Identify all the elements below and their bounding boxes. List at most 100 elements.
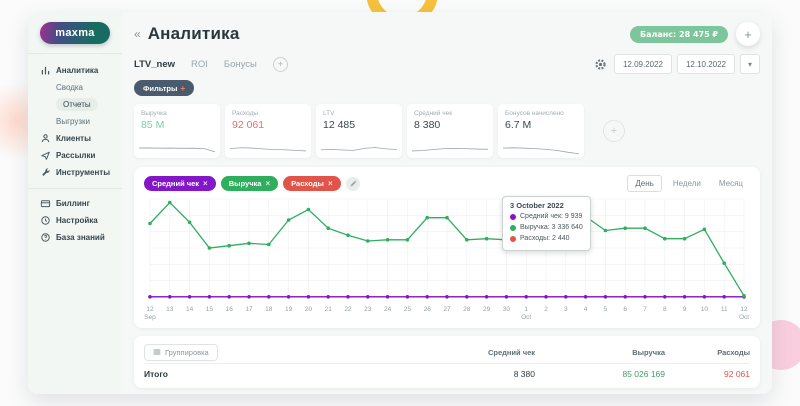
close-icon[interactable]: × — [203, 179, 208, 188]
filters-button[interactable]: Фильтры + — [134, 80, 195, 96]
metric-card-bonuses[interactable]: Бонусов начислено 6.7 М — [498, 104, 584, 158]
legend-chip-avg-check[interactable]: Средний чек × — [144, 176, 216, 191]
svg-text:30: 30 — [503, 306, 511, 313]
report-tabs: LTV_new ROI Бонусы + ▾ — [134, 52, 760, 76]
svg-text:23: 23 — [364, 306, 372, 313]
sidebar: maxma Аналитика Сводка Отчеты Выгрузки К… — [28, 12, 122, 394]
tab-roi[interactable]: ROI — [191, 58, 208, 70]
add-button[interactable]: + — [736, 22, 760, 46]
total-expenses: 92 061 — [724, 369, 750, 379]
period-toggle: День Недели Месяц — [627, 175, 750, 192]
add-tab-button[interactable]: + — [272, 56, 288, 72]
sidebar-item-summary[interactable]: Сводка — [56, 83, 84, 92]
svg-text:6: 6 — [623, 306, 627, 313]
grouping-button[interactable]: Группировка — [144, 343, 218, 361]
svg-text:Oct: Oct — [739, 314, 749, 321]
campaigns-icon — [40, 150, 51, 161]
edit-metrics-button[interactable] — [345, 176, 360, 191]
date-from-input[interactable] — [614, 54, 672, 74]
metrics-row: Выручка 85 М Расходы 92 061 LTV 12 485 С… — [134, 104, 760, 158]
chart-card: Средний чек × Выручка × Расходы × День — [134, 167, 760, 328]
svg-text:16: 16 — [226, 306, 234, 313]
metric-card-avg-check[interactable]: Средний чек 8 380 — [407, 104, 493, 158]
svg-text:11: 11 — [721, 306, 728, 313]
gear-icon[interactable] — [591, 55, 609, 73]
expenses-dot — [510, 236, 516, 243]
close-icon[interactable]: × — [265, 179, 271, 188]
svg-text:14: 14 — [186, 306, 194, 313]
period-week[interactable]: Недели — [672, 179, 701, 188]
billing-icon — [40, 198, 51, 209]
knowledge-icon — [40, 232, 51, 243]
grouping-icon — [153, 349, 161, 355]
add-metric-button[interactable]: + — [603, 120, 625, 142]
sidebar-item-analytics[interactable]: Аналитика — [40, 62, 122, 79]
metric-value: 8 380 — [414, 119, 441, 131]
svg-text:10: 10 — [701, 306, 709, 313]
date-range-dropdown[interactable]: ▾ — [740, 54, 760, 74]
svg-text:Oct: Oct — [521, 314, 531, 321]
sidebar-item-clients[interactable]: Клиенты — [40, 130, 122, 147]
sidebar-item-tools[interactable]: Инструменты — [40, 164, 122, 181]
balance-badge[interactable]: Баланс: 28 475 ₽ — [630, 25, 728, 43]
svg-text:13: 13 — [166, 306, 174, 313]
legend-chip-revenue[interactable]: Выручка × — [220, 176, 279, 191]
chart-legend: Средний чек × Выручка × Расходы × — [144, 176, 360, 191]
revenue-dot — [510, 225, 516, 232]
sparkline — [412, 141, 488, 155]
tab-bonuses[interactable]: Бонусы — [223, 58, 257, 70]
svg-text:18: 18 — [265, 306, 273, 313]
sparkline — [139, 141, 215, 155]
metric-card-ltv[interactable]: LTV 12 485 — [316, 104, 402, 158]
avg-check-dot — [510, 214, 516, 221]
metric-card-expenses[interactable]: Расходы 92 061 — [225, 104, 311, 158]
metric-card-revenue[interactable]: Выручка 85 М — [134, 104, 220, 158]
svg-text:19: 19 — [285, 306, 293, 313]
svg-text:8: 8 — [663, 306, 667, 313]
sidebar-item-exports[interactable]: Выгрузки — [56, 117, 90, 126]
sidebar-item-billing[interactable]: Биллинг — [40, 195, 122, 212]
svg-text:25: 25 — [404, 306, 412, 313]
sidebar-item-reports[interactable]: Отчеты — [40, 96, 122, 113]
page-title: Аналитика — [147, 24, 240, 43]
column-header-revenue: Выручка — [632, 347, 665, 357]
collapse-sidebar-icon[interactable]: « — [134, 27, 141, 41]
svg-text:4: 4 — [584, 306, 588, 313]
total-label: Итого — [144, 369, 168, 379]
clients-icon — [40, 133, 51, 144]
sidebar-item-campaigns[interactable]: Рассылки — [40, 147, 122, 164]
metric-value: 6.7 М — [505, 119, 532, 131]
page-header: « Аналитика Баланс: 28 475 ₽ + — [134, 20, 760, 48]
svg-text:12: 12 — [740, 306, 748, 313]
main-area: « Аналитика Баланс: 28 475 ₽ + LTV_new R… — [122, 12, 772, 394]
maxma-logo[interactable]: maxma — [40, 22, 110, 44]
sidebar-item-knowledge-base[interactable]: База знаний — [40, 229, 122, 246]
analytics-icon — [40, 65, 51, 76]
sidebar-group-divider — [28, 181, 122, 195]
period-month[interactable]: Месяц — [718, 179, 743, 188]
tooltip-title: 3 October 2022 — [510, 201, 564, 210]
chart-plot: 12 Sep 13 14 15 16 17 18 19 20 21 22 23 24 25 26 27 28 29 3… — [144, 196, 750, 324]
table-header-row: Группировка Средний чек Выручка Расходы — [144, 341, 750, 363]
sparkline — [503, 141, 579, 155]
legend-chip-expenses[interactable]: Расходы × — [283, 176, 341, 191]
total-revenue: 85 026 169 — [622, 369, 665, 379]
svg-text:15: 15 — [206, 306, 214, 313]
column-header-avg-check: Средний чек — [487, 347, 535, 357]
svg-text:3: 3 — [564, 306, 568, 313]
svg-text:20: 20 — [305, 306, 313, 313]
metric-value: 85 М — [141, 119, 165, 131]
svg-text:12: 12 — [146, 306, 154, 313]
tools-icon — [40, 167, 51, 178]
close-icon[interactable]: × — [327, 179, 333, 188]
chart-header: Средний чек × Выручка × Расходы × День — [144, 175, 750, 192]
sparkline — [321, 141, 397, 155]
svg-text:1: 1 — [524, 306, 528, 313]
chart-tooltip: 3 October 2022 Средний чек: 9 939 Выручк… — [502, 196, 591, 251]
svg-text:7: 7 — [643, 306, 647, 313]
date-to-input[interactable] — [677, 54, 735, 74]
sidebar-item-settings[interactable]: Настройка — [40, 212, 122, 229]
tab-ltv-new[interactable]: LTV_new — [134, 58, 175, 70]
period-day[interactable]: День — [627, 175, 662, 192]
